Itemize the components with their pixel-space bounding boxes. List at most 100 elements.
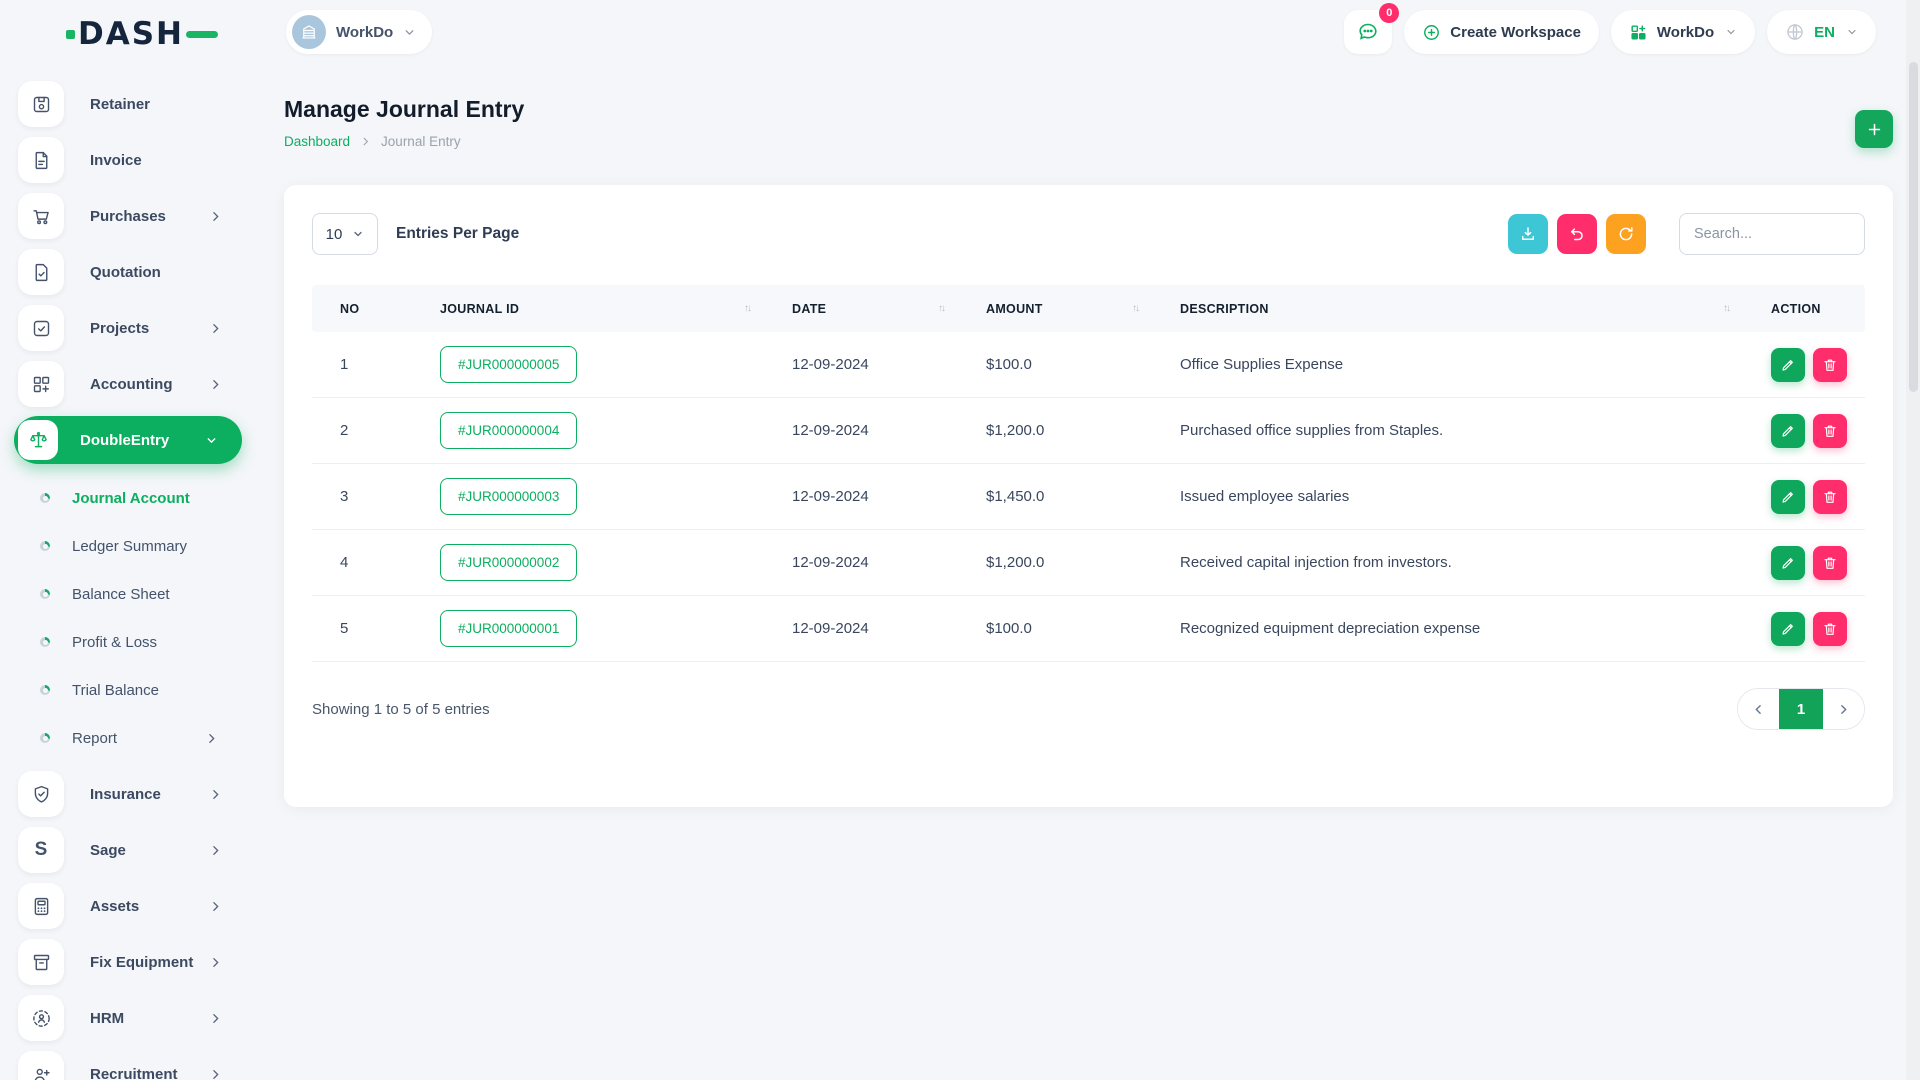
company-menu-button[interactable]: WorkDo — [1610, 10, 1756, 54]
user-plus-icon — [18, 1051, 64, 1080]
trash-icon — [1824, 557, 1836, 569]
sort-icon[interactable]: ↑↓ — [1132, 303, 1140, 314]
trash-icon — [1824, 359, 1836, 371]
column-header-date[interactable]: DATE ↑↓ — [792, 301, 946, 316]
trash-icon — [1824, 491, 1836, 503]
submenu-item-report[interactable]: Report — [0, 714, 256, 762]
language-selector[interactable]: EN — [1767, 10, 1876, 54]
create-journal-entry-button[interactable] — [1855, 110, 1893, 148]
export-button[interactable] — [1508, 214, 1548, 254]
grid-plus-icon — [18, 361, 64, 407]
check-square-icon — [18, 305, 64, 351]
breadcrumb-dashboard-link[interactable]: Dashboard — [284, 134, 351, 149]
delete-button[interactable] — [1813, 479, 1847, 514]
sidebar-item-purchases[interactable]: Purchases — [0, 188, 256, 244]
submenu-item-ledger-summary[interactable]: Ledger Summary — [0, 522, 256, 570]
company-menu-label: WorkDo — [1656, 23, 1715, 41]
scrollbar-thumb[interactable] — [1909, 62, 1918, 392]
submenu-item-journal-account[interactable]: Journal Account — [0, 474, 256, 522]
journal-id-badge[interactable]: #JUR000000001 — [440, 610, 578, 647]
delete-button[interactable] — [1813, 413, 1847, 448]
sidebar-item-invoice[interactable]: Invoice — [0, 132, 256, 188]
journal-id-badge[interactable]: #JUR000000005 — [440, 346, 578, 383]
sidebar-item-fix-equipment[interactable]: Fix Equipment — [0, 934, 256, 990]
delete-button[interactable] — [1813, 611, 1847, 646]
chevron-right-icon — [209, 733, 215, 743]
sort-icon[interactable]: ↑↓ — [1723, 303, 1731, 314]
sidebar-item-hrm[interactable]: HRM — [0, 990, 256, 1046]
row-number: 4 — [340, 554, 349, 571]
column-header-journal-id[interactable]: JOURNAL ID ↑↓ — [440, 301, 752, 316]
journal-id-badge[interactable]: #JUR000000004 — [440, 412, 578, 449]
create-workspace-button[interactable]: Create Workspace — [1404, 10, 1599, 54]
column-header-description[interactable]: DESCRIPTION ↑↓ — [1180, 301, 1731, 316]
journal-id-cell: #JUR000000003 — [412, 478, 764, 515]
delete-button[interactable] — [1813, 347, 1847, 382]
page-title: Manage Journal Entry — [284, 96, 525, 122]
workspace-selector[interactable]: WorkDo — [286, 10, 433, 54]
chat-icon — [1359, 23, 1377, 40]
bullet-icon — [40, 541, 50, 551]
column-header-amount[interactable]: AMOUNT ↑↓ — [986, 301, 1140, 316]
letter-s-icon: S — [18, 827, 64, 873]
search-input[interactable] — [1679, 213, 1865, 255]
row-date: 12-09-2024 — [792, 554, 869, 571]
row-description: Issued employee salaries — [1180, 488, 1350, 505]
edit-button[interactable] — [1771, 413, 1805, 448]
chevron-down-icon — [207, 437, 216, 443]
workspace-name: WorkDo — [336, 23, 394, 41]
pagination: 1 — [1737, 688, 1865, 730]
sidebar-item-sage[interactable]: S Sage — [0, 822, 256, 878]
plus-icon — [1868, 123, 1880, 135]
sort-icon[interactable]: ↑↓ — [938, 303, 946, 314]
plus-circle-icon — [1424, 24, 1440, 40]
entries-per-page-select[interactable]: 10 — [312, 213, 378, 255]
edit-button[interactable] — [1771, 479, 1805, 514]
edit-button[interactable] — [1771, 611, 1805, 646]
chevron-down-icon — [354, 231, 362, 237]
sidebar-item-doubleentry[interactable]: DoubleEntry — [14, 416, 242, 464]
pagination-next-button[interactable] — [1823, 689, 1864, 729]
sidebar-item-recruitment[interactable]: Recruitment — [0, 1046, 256, 1080]
sort-icon[interactable]: ↑↓ — [744, 303, 752, 314]
sidebar-item-quotation[interactable]: Quotation — [0, 244, 256, 300]
submenu-item-balance-sheet[interactable]: Balance Sheet — [0, 570, 256, 618]
reset-button[interactable] — [1557, 214, 1597, 254]
journal-id-cell: #JUR000000005 — [412, 346, 764, 383]
pencil-icon — [1782, 359, 1793, 371]
row-number: 1 — [340, 356, 349, 373]
pagination-page-1[interactable]: 1 — [1779, 689, 1823, 729]
sidebar-item-retainer[interactable]: Retainer — [0, 76, 256, 132]
edit-button[interactable] — [1771, 545, 1805, 580]
table-row: 3 #JUR000000003 12-09-2024 $1,450.0 Issu… — [312, 464, 1865, 530]
row-description: Recognized equipment depreciation expens… — [1180, 620, 1481, 637]
chevron-down-icon — [405, 29, 414, 35]
refresh-button[interactable] — [1606, 214, 1646, 254]
row-actions — [1743, 611, 1865, 646]
sidebar-item-assets[interactable]: Assets — [0, 878, 256, 934]
row-actions — [1743, 545, 1865, 580]
pagination-prev-button[interactable] — [1738, 689, 1779, 729]
quote-file-icon — [18, 249, 64, 295]
submenu-item-profit-loss[interactable]: Profit & Loss — [0, 618, 256, 666]
save-icon — [18, 81, 64, 127]
row-date: 12-09-2024 — [792, 422, 869, 439]
undo-icon — [1571, 228, 1583, 241]
table-row: 2 #JUR000000004 12-09-2024 $1,200.0 Purc… — [312, 398, 1865, 464]
chevron-right-icon — [363, 137, 369, 146]
page-scrollbar[interactable] — [1906, 0, 1920, 1080]
chevron-right-icon — [213, 957, 219, 967]
messages-button[interactable]: 0 — [1344, 3, 1400, 54]
journal-id-cell: #JUR000000004 — [412, 412, 764, 449]
journal-id-badge[interactable]: #JUR000000002 — [440, 544, 578, 581]
doubleentry-submenu: Journal Account Ledger Summary Balance S… — [0, 470, 256, 766]
journal-id-badge[interactable]: #JUR000000003 — [440, 478, 578, 515]
app-logo[interactable]: DASH — [66, 16, 218, 52]
submenu-item-trial-balance[interactable]: Trial Balance — [0, 666, 256, 714]
sidebar-item-accounting[interactable]: Accounting — [0, 356, 256, 412]
delete-button[interactable] — [1813, 545, 1847, 580]
edit-button[interactable] — [1771, 347, 1805, 382]
sidebar-item-projects[interactable]: Projects — [0, 300, 256, 356]
sidebar-item-insurance[interactable]: Insurance — [0, 766, 256, 822]
chevron-down-icon — [1848, 29, 1856, 35]
